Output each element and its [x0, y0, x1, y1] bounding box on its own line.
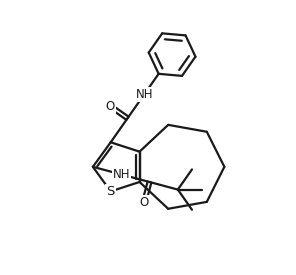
Text: NH: NH [112, 168, 130, 181]
Text: O: O [106, 100, 115, 113]
Text: S: S [107, 185, 115, 198]
Text: NH: NH [136, 88, 153, 101]
Text: O: O [139, 196, 149, 209]
